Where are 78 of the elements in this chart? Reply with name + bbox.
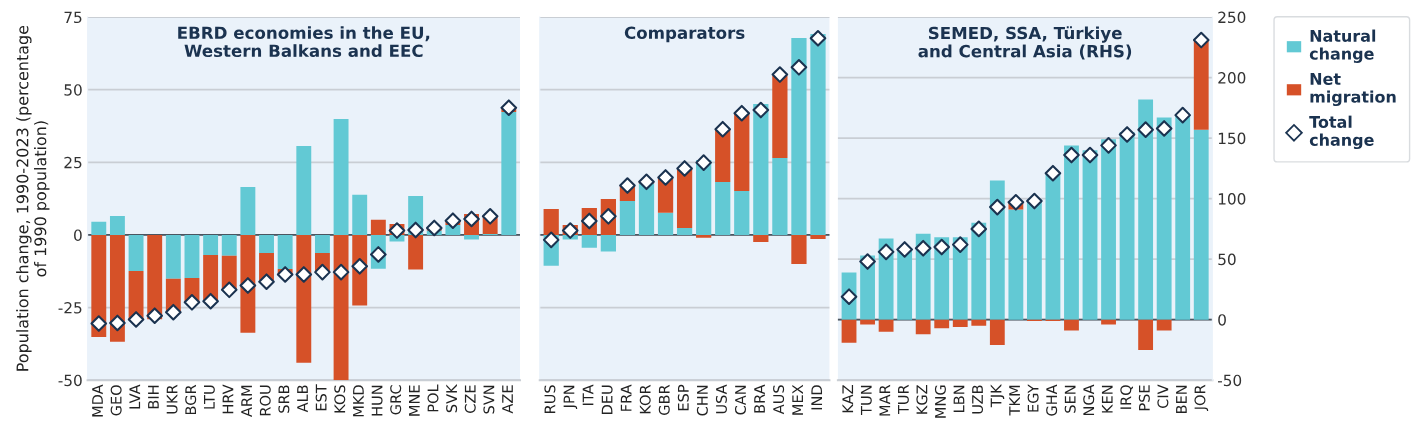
legend-label: Net migration <box>1310 73 1396 107</box>
x-tick-label: CIV <box>1157 384 1169 408</box>
x-tick-label: LVA <box>129 384 141 409</box>
x-tick-label: GRC <box>390 385 402 415</box>
x-tick-label: IND <box>811 385 823 410</box>
x-tick-label: CZE <box>464 385 476 413</box>
x-tick-label: PSE <box>1138 385 1150 411</box>
x-tick-label: AUS <box>773 385 785 415</box>
x-tick-label: BIH <box>148 385 159 409</box>
legend-label: Total change <box>1309 115 1374 150</box>
x-tick-label: EST <box>315 384 327 411</box>
x-tick-label: MNG <box>934 385 946 418</box>
text: SEMED, SSA, Türkiye and Central Asia (RHS) <box>918 26 1132 60</box>
text: Comparators <box>624 26 745 43</box>
x-tick-label: SEN <box>1064 385 1076 413</box>
x-tick-label: TUR <box>898 384 909 415</box>
y-tick-label: 50 <box>64 84 82 96</box>
y2-tick-label: 150 <box>1218 132 1246 145</box>
y2-tick-label: 100 <box>1218 193 1246 205</box>
y-tick-label: -50 <box>58 374 82 387</box>
x-tick-label: GEO <box>110 385 122 416</box>
x-tick-label: GHA <box>1046 384 1058 416</box>
text: EBRD economies in the EU, Western Balkans and EEC <box>178 26 430 58</box>
x-tick-label: UZB <box>972 385 984 414</box>
x-tick-label: LBN <box>953 385 965 412</box>
x-tick-label: MKD <box>353 385 364 417</box>
x-tick-label: EGY <box>1027 384 1039 412</box>
x-tick-label: ALB <box>297 385 308 413</box>
legend-label: Natural change <box>1309 29 1376 63</box>
x-tick-label: JPN <box>563 385 578 410</box>
y-tick-label: 0 <box>74 229 82 241</box>
x-tick-label: LTU <box>204 385 215 409</box>
y2-tick-label: 200 <box>1218 72 1246 84</box>
x-tick-label: TJK <box>990 384 1005 408</box>
x-tick-label: MAR <box>879 384 891 416</box>
x-tick-label: HRV <box>222 384 234 414</box>
x-tick-label: KAZ <box>842 385 854 413</box>
x-tick-label: TUN <box>860 385 872 415</box>
x-tick-label: KEN <box>1101 385 1113 413</box>
x-tick-label: BRA <box>754 384 765 413</box>
x-tick-label: CAN <box>734 385 746 415</box>
x-tick-label: AZE <box>502 385 513 414</box>
x-tick-label: ARM <box>241 385 252 417</box>
x-tick-label: SVN <box>483 385 495 414</box>
x-tick-label: HUN <box>371 385 383 416</box>
x-tick-label: KOS <box>334 385 346 413</box>
x-tick-label: KGZ <box>916 385 928 414</box>
x-tick-label: UKR <box>166 384 178 414</box>
x-tick-label: GBR <box>658 384 670 415</box>
x-tick-label: KOR <box>639 384 651 414</box>
x-tick-label: RUS <box>544 385 556 413</box>
y2-tick-label: 50 <box>1218 253 1236 266</box>
y-tick-label: 25 <box>64 156 82 169</box>
x-tick-label: SRB <box>278 385 290 413</box>
x-tick-label: NGA <box>1083 384 1095 416</box>
y-tick-label: 75 <box>64 11 82 24</box>
x-tick-label: TKM <box>1009 385 1020 416</box>
y-tick-label: -25 <box>58 302 82 314</box>
x-tick-label: MEX <box>792 384 803 415</box>
x-tick-label: BEN <box>1176 385 1187 414</box>
y2-tick-label: 0 <box>1218 314 1226 326</box>
x-tick-label: SVK <box>446 384 458 413</box>
x-tick-label: JOR <box>1194 384 1209 412</box>
x-tick-label: IRQ <box>1120 385 1133 409</box>
x-tick-label: MNE <box>409 385 420 416</box>
x-tick-label: USA <box>715 384 727 414</box>
x-tick-label: MDA <box>92 384 103 417</box>
y-axis-title: Population change, 1990-2023 (percentage of 1990 population) <box>16 25 50 371</box>
x-tick-label: POL <box>427 384 439 412</box>
x-tick-label: DEU <box>601 385 613 415</box>
x-tick-label: ITA <box>582 384 594 405</box>
x-tick-label: ROU <box>259 385 271 416</box>
x-tick-label: FRA <box>620 384 632 411</box>
x-tick-label: ESP <box>677 384 689 411</box>
x-tick-label: BGR <box>185 384 197 415</box>
y2-tick-label: -50 <box>1217 374 1242 387</box>
y2-tick-label: 250 <box>1218 11 1246 24</box>
x-tick-label: CHN <box>696 385 708 416</box>
